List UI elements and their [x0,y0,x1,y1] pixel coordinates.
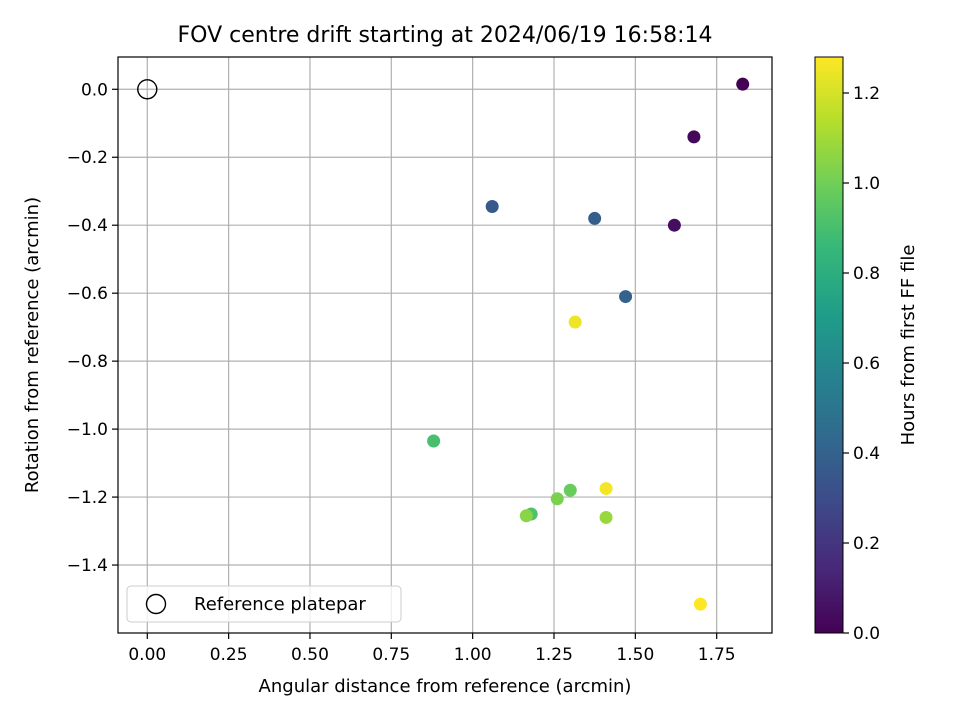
data-point [736,77,750,91]
colorbar-gradient [815,57,843,633]
x-tick-label: 1.75 [698,645,736,665]
data-point [519,509,533,523]
colorbar-ticks: 0.0 0.2 0.4 0.6 0.8 1.0 1.2 [843,84,880,644]
y-tick-label: −0.6 [67,284,108,304]
y-tick-label: −1.2 [67,488,108,508]
y-tick-label: −0.8 [67,352,108,372]
colorbar-tick-label: 1.2 [853,84,880,104]
colorbar-tick-label: 1.0 [853,174,880,194]
data-point [693,597,707,611]
reference-platepar-marker [137,79,158,100]
chart-title: FOV centre drift starting at 2024/06/19 … [178,23,713,48]
legend: Reference platepar [126,585,402,623]
x-tick-label: 0.25 [210,645,248,665]
legend-box [126,585,402,623]
colorbar-tick-label: 0.0 [853,624,880,644]
y-tick-label: −0.2 [67,148,108,168]
y-tick-label: −0.4 [67,216,108,236]
data-point [588,211,602,225]
points-layer [137,77,750,611]
x-tick-label: 1.50 [616,645,654,665]
legend-label-reference-platepar: Reference platepar [194,594,366,615]
y-tick-label: 0.0 [81,80,108,100]
data-point [599,482,613,496]
data-point [619,290,633,304]
y-tick-label: −1.0 [67,420,108,440]
colorbar-tick-label: 0.6 [853,354,880,374]
data-point [568,315,582,329]
data-point [427,434,441,448]
x-tick-label: 0.50 [291,645,329,665]
legend-marker-reference-platepar [145,593,167,615]
colorbar-tick-label: 0.8 [853,264,880,284]
data-point [599,510,613,524]
x-tick-label: 0.75 [372,645,410,665]
x-tick-label: 0.00 [128,645,166,665]
data-point [485,200,499,214]
colorbar: 0.0 0.2 0.4 0.6 0.8 1.0 1.2 Hours from first F… [814,56,919,644]
x-axis-label: Angular distance from reference (arcmin) [259,676,632,697]
colorbar-tick-label: 0.2 [853,534,880,554]
y-tick-label: −1.4 [67,556,108,576]
grid-layer [118,57,772,633]
colorbar-label: Hours from first FF file [898,245,919,446]
x-axis-ticks: 0.00 0.25 0.50 0.75 1.00 1.25 1.50 1.75 [128,633,736,665]
colorbar-frame [814,56,844,634]
y-axis-ticks: 0.0 −0.2 −0.4 −0.6 −0.8 −1.0 −1.2 −1.4 [67,80,118,576]
colorbar-tick-label: 0.4 [853,444,880,464]
data-point [563,483,577,497]
x-tick-label: 1.00 [454,645,492,665]
data-point [687,130,701,144]
x-tick-label: 1.25 [535,645,573,665]
plot-frame [117,56,773,634]
data-point [550,492,564,506]
y-axis-label: Rotation from reference (arcmin) [22,197,43,493]
data-point [667,218,681,232]
